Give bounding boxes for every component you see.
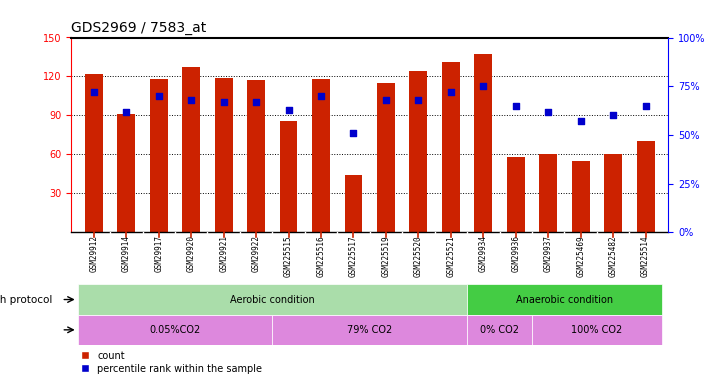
Point [316,93,327,99]
Bar [636,141,655,232]
Point [412,97,424,103]
Text: GSM29912: GSM29912 [90,235,98,272]
Point [380,97,392,103]
Point [445,89,456,95]
Text: GSM225520: GSM225520 [414,235,423,277]
Bar [467,284,662,315]
Text: GSM29922: GSM29922 [252,235,261,272]
Bar [247,80,265,232]
Text: GSM29914: GSM29914 [122,235,131,272]
Bar [215,78,232,232]
Point [186,97,197,103]
Text: GSM29920: GSM29920 [187,235,196,272]
Point [153,93,164,99]
Bar [572,161,589,232]
Bar [312,79,330,232]
Bar [410,71,427,232]
Bar [604,154,622,232]
Text: GSM225482: GSM225482 [609,235,618,277]
Bar [474,54,492,232]
Bar [442,62,460,232]
Point [121,108,132,114]
Point [510,103,521,109]
Text: GSM225516: GSM225516 [316,235,326,277]
Text: 79% CO2: 79% CO2 [347,325,392,335]
Text: Anaerobic condition: Anaerobic condition [516,294,613,304]
Text: GDS2969 / 7583_at: GDS2969 / 7583_at [71,21,206,35]
Text: GSM29921: GSM29921 [219,235,228,272]
Bar [182,68,200,232]
Point [348,130,359,136]
Text: 0.05%CO2: 0.05%CO2 [149,325,201,335]
Text: GSM225519: GSM225519 [381,235,390,277]
Text: 100% CO2: 100% CO2 [572,325,623,335]
Bar [532,315,662,345]
Legend: count, percentile rank within the sample: count, percentile rank within the sample [76,347,266,375]
Bar [77,315,272,345]
Bar [377,83,395,232]
Text: growth protocol: growth protocol [0,294,53,304]
Text: GSM225469: GSM225469 [576,235,585,277]
Point [250,99,262,105]
Point [88,89,100,95]
Text: GSM29937: GSM29937 [544,235,552,272]
Point [575,118,587,124]
Bar [345,175,363,232]
Bar [117,114,135,232]
Bar [150,79,168,232]
Bar [467,315,532,345]
Bar [540,154,557,232]
Text: GSM225521: GSM225521 [447,235,455,277]
Bar [507,157,525,232]
Bar [77,284,467,315]
Bar [85,74,103,232]
Text: GSM29917: GSM29917 [154,235,164,272]
Text: 0% CO2: 0% CO2 [480,325,519,335]
Point [283,106,294,112]
Text: GSM225515: GSM225515 [284,235,293,277]
Point [542,108,554,114]
Bar [279,121,297,232]
Text: GSM225517: GSM225517 [349,235,358,277]
Point [640,103,651,109]
Bar [272,315,467,345]
Text: GSM29934: GSM29934 [479,235,488,272]
Point [478,83,489,89]
Point [607,112,619,118]
Point [218,99,230,105]
Text: Aerobic condition: Aerobic condition [230,294,315,304]
Text: GSM29936: GSM29936 [511,235,520,272]
Text: GSM225514: GSM225514 [641,235,650,277]
